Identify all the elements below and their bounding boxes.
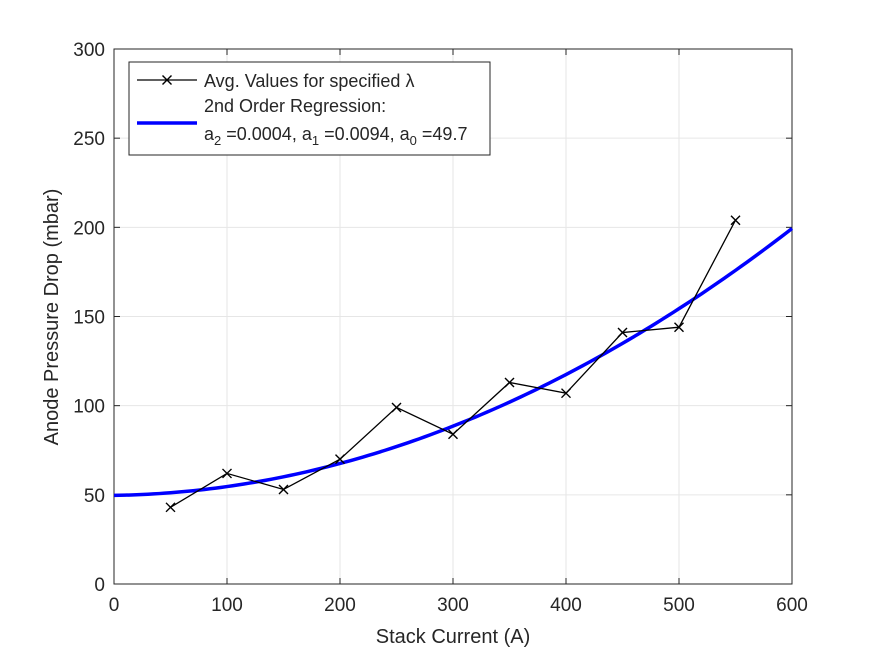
x-tick-label: 400 bbox=[550, 595, 582, 616]
avg-value-marker bbox=[730, 215, 741, 226]
legend-label-regression-title: 2nd Order Regression: bbox=[204, 96, 386, 116]
avg-value-marker bbox=[504, 377, 515, 388]
marker-stroke bbox=[335, 454, 345, 465]
legend-label-avg: Avg. Values for specified λ bbox=[204, 71, 414, 91]
x-tick-label: 500 bbox=[663, 595, 695, 616]
avg-value-marker bbox=[448, 429, 458, 440]
y-tick-label: 250 bbox=[73, 129, 105, 150]
axes bbox=[113, 48, 793, 585]
avg-value-marker bbox=[165, 502, 176, 513]
legend: Avg. Values for specified λ 2nd Order Reg… bbox=[128, 61, 491, 156]
x-tick-label: 600 bbox=[776, 595, 808, 616]
avg-value-marker bbox=[617, 327, 628, 338]
x-axis-label: Stack Current (A) bbox=[376, 626, 530, 648]
legend-marker-stroke bbox=[162, 75, 172, 85]
y-tick-label: 150 bbox=[73, 308, 105, 329]
avg-value-marker bbox=[391, 402, 402, 413]
y-tick-label: 200 bbox=[73, 218, 105, 239]
marker-stroke bbox=[674, 322, 684, 333]
avg-value-marker bbox=[278, 484, 289, 495]
avg-value-marker bbox=[674, 322, 684, 333]
x-tick-label: 200 bbox=[324, 595, 356, 616]
marker-stroke bbox=[391, 402, 402, 413]
y-tick-label: 300 bbox=[73, 40, 105, 61]
avg-value-marker bbox=[561, 388, 571, 399]
avg-value-marker bbox=[222, 468, 232, 479]
x-tick-label: 300 bbox=[437, 595, 469, 616]
tick-labels: 0 100 200 300 400 500 600 0 50 100 150 200 250 300 bbox=[73, 40, 808, 616]
marker-stroke bbox=[278, 484, 289, 495]
legend-label-regression-coeffs: a2 =0.0004, a1 =0.0094, a0 =49.7 bbox=[204, 124, 467, 148]
series-group bbox=[113, 215, 794, 513]
marker-stroke bbox=[561, 388, 571, 399]
legend-box bbox=[128, 61, 491, 156]
regression-curve bbox=[113, 227, 794, 498]
marker-stroke bbox=[617, 327, 628, 338]
avg-value-marker bbox=[335, 454, 345, 465]
marker-stroke bbox=[448, 429, 458, 440]
marker-stroke bbox=[504, 377, 515, 388]
y-axis-label: Anode Pressure Drop (mbar) bbox=[41, 189, 63, 446]
y-tick-label: 50 bbox=[84, 486, 105, 507]
x-tick-label: 100 bbox=[211, 595, 243, 616]
marker-stroke bbox=[730, 215, 741, 226]
x-tick-label: 0 bbox=[109, 595, 120, 616]
y-tick-label: 0 bbox=[94, 575, 105, 596]
marker-stroke bbox=[222, 468, 232, 479]
marker-stroke bbox=[165, 502, 176, 513]
y-tick-label: 100 bbox=[73, 397, 105, 418]
